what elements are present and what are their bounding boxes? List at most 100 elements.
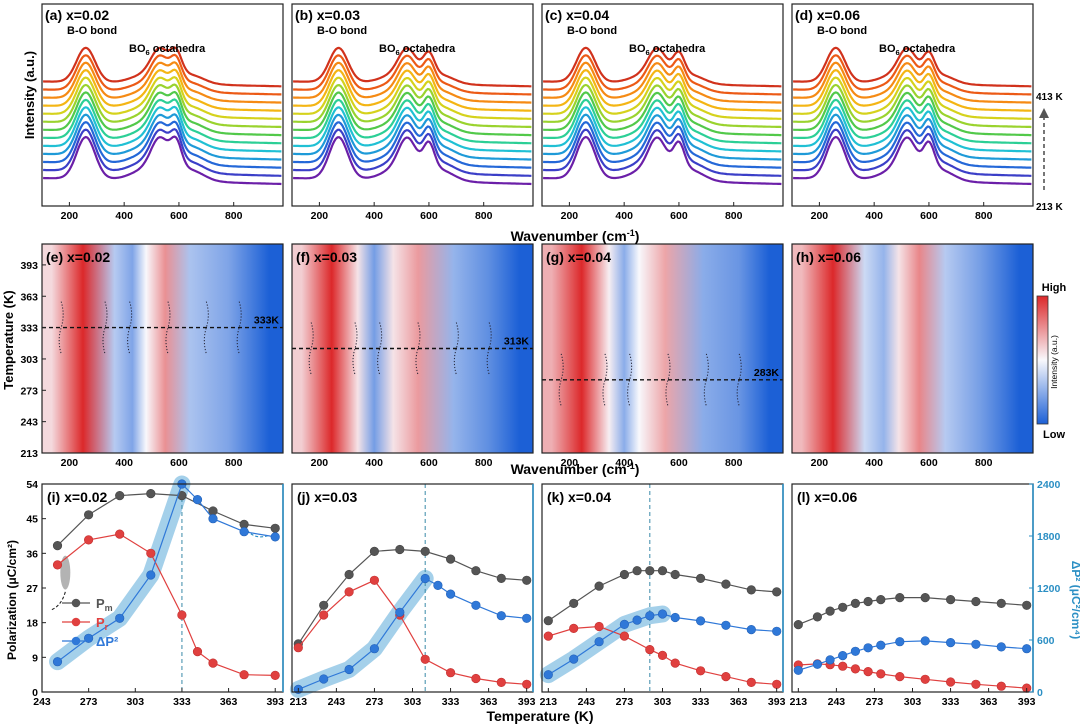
panel-title: (d) x=0.06: [795, 7, 860, 23]
x-tick-label: 363: [480, 696, 498, 708]
data-point-Pm: [344, 569, 354, 580]
data-point-Pm: [420, 546, 430, 557]
x-tick-label: 303: [654, 696, 672, 708]
data-point-dP2: [812, 659, 823, 669]
spectrum-line: [543, 76, 782, 120]
spectrum-line: [543, 61, 782, 104]
y-tick-label: 45: [26, 514, 38, 526]
x-tick-label: 800: [975, 210, 993, 222]
data-point-Pm: [670, 569, 680, 580]
panel-title: (g) x=0.04: [546, 249, 611, 265]
data-point-Pr: [945, 677, 956, 687]
x-tick-label: 303: [904, 696, 922, 708]
data-point-Pm: [695, 573, 706, 584]
data-point-Pr: [115, 529, 125, 539]
data-point-dP2: [446, 589, 456, 599]
data-point-dP2: [395, 607, 405, 617]
data-point-Pm: [1022, 600, 1032, 610]
data-point-dP2: [543, 670, 553, 680]
x-tick-label: 363: [220, 696, 238, 708]
data-point-dP2: [850, 646, 861, 656]
data-point-Pr: [496, 677, 506, 688]
data-point-dP2: [208, 514, 218, 524]
data-point-dP2: [1022, 644, 1032, 654]
data-point-Pm: [270, 523, 280, 533]
y-tick-label: 243: [20, 417, 38, 429]
spectrum-line: [543, 46, 782, 88]
spectrum-line: [293, 61, 532, 104]
peak-annotation-bo6-octahedra: BO6 octahedra: [379, 43, 456, 57]
data-point-Pm: [569, 598, 579, 609]
plot-frame: [41, 243, 284, 454]
data-point-Pr: [695, 666, 706, 676]
plot-frame: [791, 3, 1034, 207]
peak-annotation-bo6-octahedra: BO6 octahedra: [629, 43, 706, 57]
panel-title: (f) x=0.03: [296, 249, 357, 265]
panel-title: (j) x=0.03: [297, 489, 358, 505]
data-point-dP2: [52, 657, 63, 667]
y2-tick-label: 1800: [1037, 531, 1061, 543]
row3-ylabel-left: Polarization (μC/cm²): [5, 540, 19, 660]
peak-annotation-bo-bond: B-O bond: [567, 25, 617, 37]
polarization-panel-k: [539, 484, 782, 692]
x-tick-label: 393: [1018, 696, 1036, 708]
x-tick-label: 600: [170, 210, 188, 222]
data-point-Pr: [83, 535, 94, 545]
x-tick-label: 393: [518, 696, 536, 708]
spectrum-line: [293, 136, 532, 186]
data-point-Pr: [52, 560, 63, 570]
highlight-ellipse: [60, 555, 71, 590]
spectrum-line: [293, 128, 532, 177]
data-point-Pm: [146, 489, 156, 499]
y-tick-label: 393: [20, 260, 38, 272]
row1-ylabel: Intensity (a.u.): [22, 51, 37, 139]
data-point-Pr: [670, 658, 680, 668]
panel-title: (h) x=0.06: [796, 249, 861, 265]
spectrum-line: [43, 76, 282, 120]
legend-label: Pr: [96, 615, 109, 632]
spectrum-line: [43, 105, 282, 153]
x-tick-label: 600: [670, 210, 688, 222]
data-point-dP2: [239, 527, 249, 537]
spectrum-line: [543, 98, 782, 145]
x-tick-label: 273: [616, 696, 634, 708]
x-tick-label: 393: [768, 696, 786, 708]
data-point-dP2: [746, 624, 756, 635]
spectrum-line: [543, 68, 782, 112]
data-point-Pm: [395, 544, 405, 555]
data-point-Pr: [471, 673, 481, 684]
data-point-Pm: [772, 587, 782, 597]
y-tick-label: 273: [20, 385, 38, 397]
data-point-dP2: [522, 613, 532, 623]
x-tick-label: 800: [975, 457, 993, 469]
data-point-Pm: [83, 510, 94, 520]
spectra-panel-c: [543, 46, 782, 186]
data-point-Pm: [971, 596, 981, 607]
spectrum-line: [43, 83, 282, 129]
panel-title: (l) x=0.06: [797, 489, 858, 505]
x-tick-label: 800: [475, 210, 493, 222]
spectrum-line: [43, 135, 282, 186]
panel-title: (i) x=0.02: [47, 489, 108, 505]
data-point-dP2: [721, 620, 731, 630]
y-tick-label: 54: [26, 479, 38, 491]
spectrum-line: [43, 120, 282, 169]
spectrum-line: [793, 91, 1032, 137]
spectrum-line: [543, 83, 782, 129]
x-tick-label: 600: [420, 210, 438, 222]
data-point-Pr: [594, 621, 604, 632]
data-point-Pm: [838, 602, 848, 612]
spectrum-line: [43, 128, 282, 177]
y-tick-label: 363: [20, 291, 38, 303]
x-tick-label: 200: [61, 210, 79, 222]
x-tick-label: 213: [540, 696, 558, 708]
data-point-dP2: [496, 611, 506, 621]
data-point-Pr: [619, 631, 630, 641]
spectrum-line: [43, 98, 282, 145]
x-tick-label: 800: [225, 457, 243, 469]
y-tick-label: 333: [20, 323, 38, 335]
row3-xlabel: Temperature (K): [486, 708, 593, 724]
y-tick-label: 36: [26, 548, 38, 560]
x-tick-label: 303: [404, 696, 422, 708]
